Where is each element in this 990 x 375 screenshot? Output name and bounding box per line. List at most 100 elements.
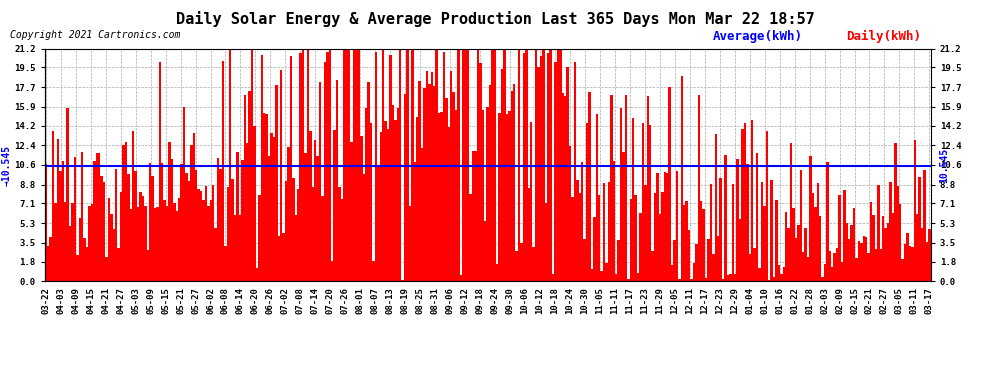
Bar <box>763 206 765 281</box>
Bar <box>462 49 464 281</box>
Bar <box>884 228 887 281</box>
Bar <box>598 195 601 281</box>
Bar <box>649 125 651 281</box>
Bar <box>377 167 379 281</box>
Bar <box>484 221 486 281</box>
Bar <box>693 263 695 281</box>
Bar <box>334 130 336 281</box>
Bar <box>554 62 556 281</box>
Bar <box>163 200 166 281</box>
Bar <box>651 251 653 281</box>
Bar <box>302 50 304 281</box>
Bar <box>540 56 543 281</box>
Bar <box>331 261 334 281</box>
Bar <box>188 182 190 281</box>
Bar <box>346 49 348 281</box>
Bar <box>348 49 350 281</box>
Bar <box>668 87 671 281</box>
Bar <box>372 261 374 281</box>
Bar <box>924 170 926 281</box>
Text: Daily(kWh): Daily(kWh) <box>846 30 922 43</box>
Bar <box>491 49 494 281</box>
Bar <box>773 277 775 281</box>
Bar <box>312 187 314 281</box>
Bar <box>227 187 229 281</box>
Bar <box>103 182 105 281</box>
Bar <box>571 197 574 281</box>
Bar <box>360 136 362 281</box>
Bar <box>678 279 680 281</box>
Bar <box>83 238 86 281</box>
Bar <box>511 92 513 281</box>
Bar <box>715 134 717 281</box>
Bar <box>113 229 115 281</box>
Bar <box>610 94 613 281</box>
Bar <box>656 173 658 281</box>
Bar <box>875 249 877 281</box>
Bar <box>748 254 751 281</box>
Bar <box>446 98 447 281</box>
Bar <box>489 84 491 281</box>
Bar <box>887 223 889 281</box>
Bar <box>795 238 797 281</box>
Bar <box>549 49 551 281</box>
Bar <box>569 146 571 281</box>
Bar <box>409 206 411 281</box>
Bar <box>472 151 474 281</box>
Bar <box>173 202 175 281</box>
Bar <box>710 184 712 281</box>
Bar <box>277 236 280 281</box>
Bar <box>688 230 690 281</box>
Bar <box>535 49 538 281</box>
Bar <box>178 198 180 281</box>
Bar <box>870 202 872 281</box>
Bar <box>586 123 588 281</box>
Bar <box>843 190 845 281</box>
Bar <box>862 236 865 281</box>
Bar <box>646 96 649 281</box>
Bar <box>50 237 51 281</box>
Bar <box>797 225 800 281</box>
Bar <box>275 86 277 281</box>
Bar <box>253 126 255 281</box>
Bar <box>765 131 768 281</box>
Bar <box>929 229 931 281</box>
Bar <box>768 280 770 281</box>
Bar <box>755 153 758 281</box>
Bar <box>547 53 549 281</box>
Bar <box>467 49 469 281</box>
Bar <box>824 264 827 281</box>
Bar <box>326 52 329 281</box>
Bar <box>615 274 618 281</box>
Bar <box>339 187 341 281</box>
Bar <box>469 194 472 281</box>
Bar <box>916 214 919 281</box>
Bar <box>78 218 81 281</box>
Bar <box>897 186 899 281</box>
Bar <box>658 214 661 281</box>
Bar <box>54 204 56 281</box>
Bar <box>613 161 615 281</box>
Bar <box>892 213 894 281</box>
Bar <box>758 268 760 281</box>
Bar <box>790 143 792 281</box>
Bar <box>401 280 404 281</box>
Text: Copyright 2021 Cartronics.com: Copyright 2021 Cartronics.com <box>10 30 180 40</box>
Bar <box>175 211 178 281</box>
Bar <box>47 246 50 281</box>
Bar <box>100 176 103 281</box>
Bar <box>397 108 399 281</box>
Bar <box>501 69 503 281</box>
Bar <box>785 212 787 281</box>
Bar <box>250 49 253 281</box>
Bar <box>207 206 210 281</box>
Bar <box>118 248 120 281</box>
Bar <box>190 145 193 281</box>
Bar <box>583 240 586 281</box>
Bar <box>566 67 569 281</box>
Bar <box>449 71 452 281</box>
Bar <box>66 108 69 281</box>
Bar <box>827 162 829 281</box>
Bar <box>76 255 78 281</box>
Bar <box>479 63 481 281</box>
